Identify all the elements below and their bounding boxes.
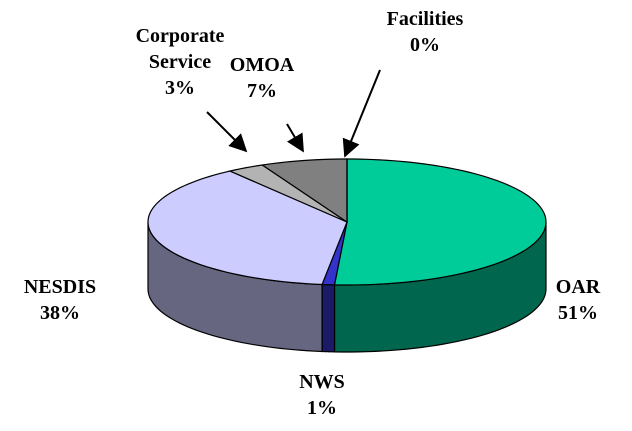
leader-arrow (286, 123, 304, 153)
value-label: 1% (306, 397, 337, 419)
slice (147, 170, 348, 286)
slice-side (321, 283, 336, 353)
value-label: 38% (39, 302, 80, 324)
category-name: Facilities (386, 8, 464, 30)
category-name: Corporate Service (135, 25, 225, 73)
slice (260, 158, 348, 224)
slices (147, 158, 547, 353)
category-name: OMOA (229, 54, 295, 76)
slice-label: NWS 1% (299, 369, 345, 421)
value-label: 51% (557, 302, 598, 324)
slice (228, 164, 348, 223)
value-label: 7% (247, 80, 277, 102)
category-name: OAR (555, 276, 601, 298)
category-name: NESDIS (23, 276, 97, 298)
slice-label: OAR 51% (556, 274, 600, 326)
slice-label: Facilities 0% (387, 6, 464, 58)
slice-label: NESDIS 38% (24, 274, 96, 326)
value-label: 3% (165, 77, 195, 99)
slice-label: OMOA 7% (230, 52, 294, 104)
leader-arrow (342, 69, 381, 158)
value-label: 0% (409, 34, 440, 56)
leader-arrow (206, 111, 248, 153)
slice (333, 158, 547, 286)
slice-label: Corporate Service 3% (120, 23, 240, 101)
category-name: NWS (299, 371, 345, 393)
